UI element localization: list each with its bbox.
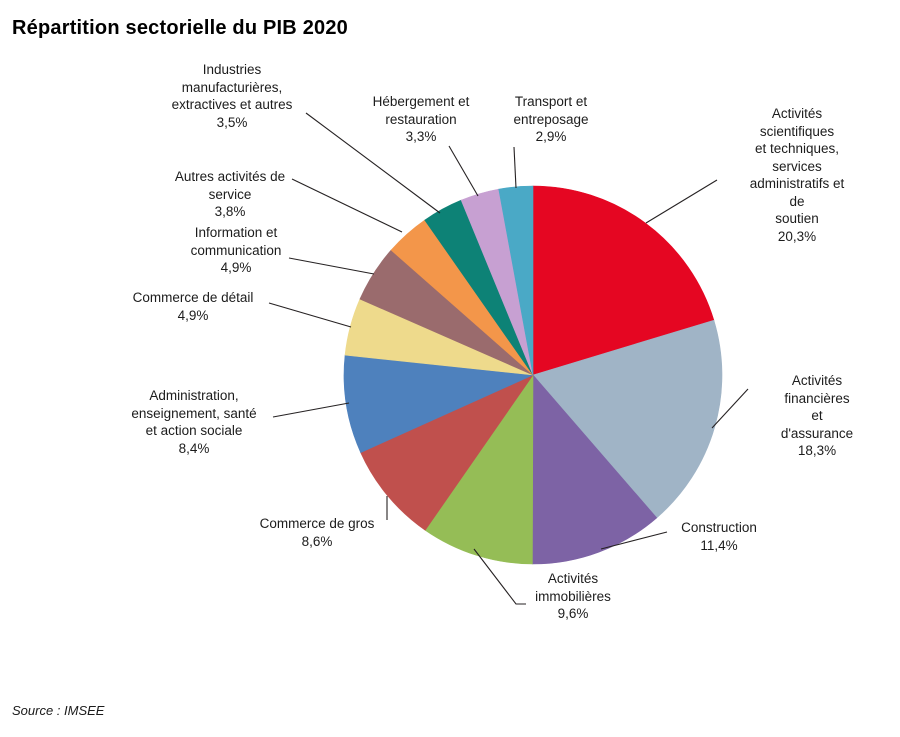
pie-slice-5 [343, 354, 535, 453]
pie-slice-1 [532, 319, 723, 519]
leader-line-10 [448, 145, 479, 197]
slice-label-8: Autres activités de service 3,8% [174, 169, 286, 219]
pie-slice-0 [532, 185, 715, 376]
leader-line-5 [272, 402, 350, 418]
leader-line-9 [305, 112, 441, 214]
slice-label-5: Administration, enseignement, santé et a… [131, 388, 257, 456]
leader-line-1 [711, 388, 749, 429]
leader-line-7 [288, 257, 375, 275]
leader-line-2 [600, 531, 668, 550]
slice-label-3: Activités immobilières 9,6% [535, 571, 611, 621]
slice-label-9: Industries manufacturières, extractives … [171, 62, 293, 130]
slice-label-2: Construction 11,4% [681, 520, 757, 553]
slice-label-7: Information et communication 4,9% [190, 225, 282, 275]
pie-slice-3 [424, 374, 534, 565]
slice-label-0: Activités scientifiques et techniques, s… [749, 106, 845, 244]
slice-label-6: Commerce de détail 4,9% [132, 290, 254, 323]
leader-line-0 [645, 179, 718, 224]
slice-label-1: Activités financières et d'assurance 18,… [780, 373, 854, 458]
slice-label-4: Commerce de gros 8,6% [259, 516, 375, 549]
source-note: Source : IMSEE [12, 703, 105, 718]
chart-title: Répartition sectorielle du PIB 2020 [12, 17, 348, 39]
leader-line-3 [473, 548, 526, 605]
pie-slice-4 [360, 374, 534, 531]
slice-label-10: Hébergement et restauration 3,3% [372, 94, 470, 144]
leader-line-6 [268, 302, 352, 328]
pie-slice-2 [532, 374, 658, 565]
leader-line-11 [513, 146, 517, 189]
leader-line-8 [291, 178, 403, 233]
slice-label-11: Transport et entreposage 2,9% [513, 94, 589, 144]
